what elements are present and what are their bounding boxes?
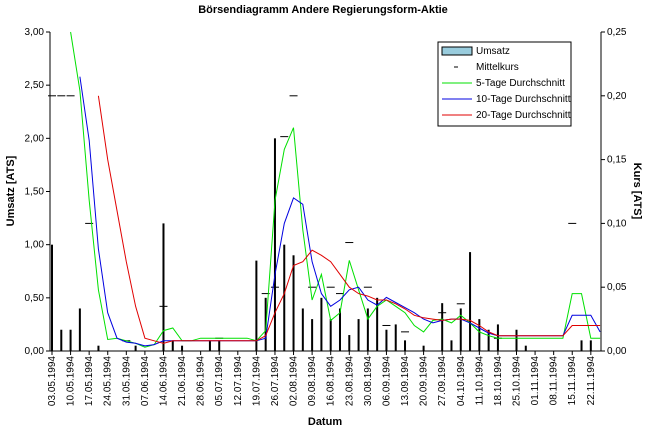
x-tick-label: 06.09.1994 [381,356,392,406]
x-tick-label: 18.10.1994 [493,356,504,406]
y2-tick-label: 0,20 [607,91,627,102]
y-tick-label: 0,00 [25,346,45,357]
x-tick-label: 31.05.1994 [121,356,132,406]
volume-bar [208,340,211,351]
volume-bar [162,223,165,351]
volume-bar [487,329,490,351]
volume-bar [441,303,444,351]
x-tick-label: 27.09.1994 [437,356,448,406]
volume-bar [255,260,258,351]
y-tick-label: 0,50 [25,293,45,304]
volume-bar [376,297,379,351]
x-tick-label: 10.05.1994 [66,356,77,406]
chart-title: Börsendiagramm Andere Regierungsform-Akt… [198,4,448,16]
legend-swatch [441,46,473,56]
volume-bar [311,319,314,351]
x-tick-label: 12.07.1994 [233,356,244,406]
y-tick-label: 2,50 [25,80,45,91]
volume-bar [329,319,332,351]
y2-tick-label: 0,10 [607,218,627,229]
volume-bar [515,329,518,351]
x-tick-label: 05.07.1994 [214,356,225,406]
average-line [97,95,601,344]
legend-label: 5-Tage Durchschnitt [476,78,565,89]
volume-bar [459,308,462,351]
volume-bar [51,244,53,351]
volume-bar [394,324,397,351]
y2-tick-label: 0,25 [607,27,627,38]
x-tick-label: 01.11.1994 [530,356,541,406]
x-tick-label: 15.11.1994 [567,356,578,406]
x-tick-label: 23.08.1994 [344,356,355,406]
y-tick-label: 1,50 [25,187,45,198]
y2-tick-label: 0,00 [607,346,627,357]
x-tick-label: 14.06.1994 [158,356,169,406]
y-tick-label: 1,00 [25,240,45,251]
volume-bar [422,345,425,351]
volume-bar [478,319,481,351]
volume-bar [273,138,276,351]
x-tick-label: 16.08.1994 [326,356,337,406]
volume-bar [366,308,369,351]
volume-bar [171,340,174,351]
volume-bar [524,345,527,351]
volume-bar [97,345,100,351]
volume-bar [181,345,184,351]
legend-label: 20-Tage Durchschnitt [476,110,571,121]
volume-bar [69,329,72,351]
x-tick-label: 28.06.1994 [196,356,207,406]
volume-bar [385,329,388,351]
x-tick-label: 21.06.1994 [177,356,188,406]
volume-bar [469,252,472,351]
volume-bar [218,340,221,351]
volume-bar [338,308,341,351]
x-axis-title: Datum [308,416,342,428]
x-tick-label: 13.09.1994 [400,356,411,406]
legend-box [437,41,572,127]
x-tick-label: 26.07.1994 [270,356,281,406]
volume-bar [450,340,453,351]
volume-bar [60,329,63,351]
y-tick-label: 3,00 [25,27,45,38]
volume-bar [283,244,286,351]
legend-label: 10-Tage Durchschnitt [476,94,571,105]
y2-tick-label: 0,05 [607,282,627,293]
x-tick-label: 02.08.1994 [289,356,300,406]
x-tick-label: 17.05.1994 [84,356,95,406]
x-tick-label: 03.05.1994 [47,356,58,406]
x-tick-label: 11.10.1994 [474,356,485,406]
x-tick-label: 07.06.1994 [140,356,151,406]
x-tick-label: 19.07.1994 [251,356,262,406]
legend-label: Umsatz [476,46,510,57]
y-axis-title: Umsatz [ATS] [5,155,17,226]
x-tick-label: 09.08.1994 [307,356,318,406]
volume-bar [301,308,304,351]
volume-bar [78,308,81,351]
x-tick-label: 30.08.1994 [363,356,374,406]
average-line [70,31,601,348]
volume-bar [357,319,360,351]
x-tick-label: 08.11.1994 [549,356,560,406]
volume-bar [589,340,592,351]
x-tick-label: 24.05.1994 [103,356,114,406]
volume-bar [134,345,137,351]
x-tick-label: 25.10.1994 [512,356,523,406]
y-tick-label: 2,00 [25,133,45,144]
y2-axis-title: Kurs [ATS] [631,163,643,220]
volume-bar [320,297,323,351]
y2-tick-label: 0,15 [607,155,627,166]
volume-bar [580,340,583,351]
x-tick-label: 04.10.1994 [456,356,467,406]
volume-bar [348,335,351,351]
legend-label: Mittelkurs [476,62,519,73]
x-tick-label: 22.11.1994 [586,356,597,406]
x-tick-label: 20.09.1994 [419,356,430,406]
volume-bar [404,340,407,351]
volume-bar [292,255,295,351]
